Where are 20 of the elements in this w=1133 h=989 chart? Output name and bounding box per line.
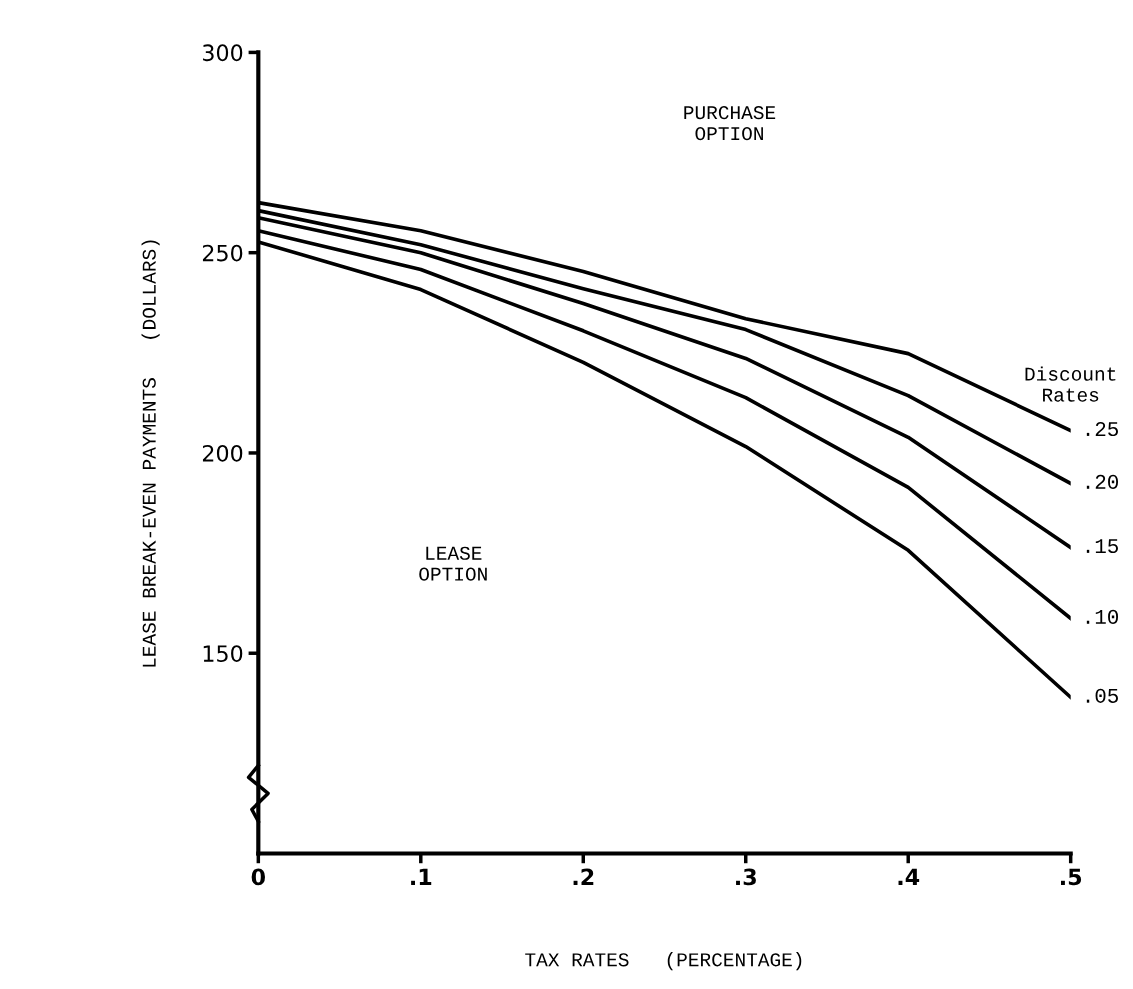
x-tick-label: .1 — [411, 868, 432, 885]
x-tick-label: .2 — [573, 868, 594, 885]
series-label: .10 — [1086, 609, 1119, 624]
y-tick-label: 200 — [202, 444, 243, 462]
x-tick-label: .3 — [736, 868, 756, 886]
y-tick-label: 150 — [203, 645, 243, 662]
annotation: LEASE OPTION — [419, 546, 487, 581]
x-axis-title: TAX RATES (PERCENTAGE) — [525, 952, 802, 971]
x-tick-label: .5 — [1061, 868, 1082, 886]
series-label: .05 — [1086, 688, 1118, 703]
y-tick-label: 250 — [202, 244, 243, 262]
legend-title: Discount Rates — [1025, 366, 1116, 402]
series-label: .15 — [1086, 539, 1118, 554]
x-tick-label: .4 — [898, 868, 920, 885]
y-tick-label: 300 — [203, 44, 243, 62]
y-axis-title: LEASE BREAK-EVEN PAYMENTS (DOLLARS) — [141, 240, 160, 667]
series-label: .25 — [1086, 421, 1118, 437]
series-label: .20 — [1086, 474, 1119, 489]
annotation: PURCHASE OPTION — [684, 106, 776, 141]
x-tick-label: 0 — [251, 868, 265, 886]
